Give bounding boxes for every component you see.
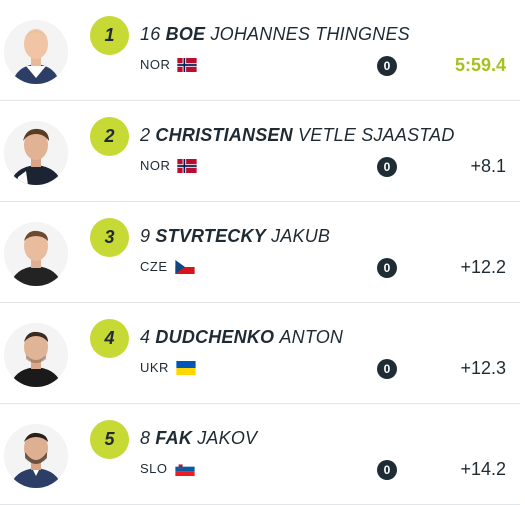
nation-code: UKR <box>140 360 169 375</box>
nation: UKR <box>140 360 197 375</box>
bib-number: 2 <box>140 125 151 145</box>
slovenia-flag-icon <box>174 461 195 476</box>
first-name: VETLE SJAASTAD <box>298 125 455 145</box>
nation-code: SLO <box>140 461 168 476</box>
last-name: CHRISTIANSEN <box>155 125 293 145</box>
bib-number: 4 <box>140 327 151 347</box>
nation-code: NOR <box>140 57 171 72</box>
last-name: STVRTECKY <box>155 226 266 246</box>
athlete-avatar <box>4 20 68 84</box>
nation: NOR <box>140 158 198 173</box>
last-name: BOE <box>165 24 206 44</box>
athlete-name[interactable]: 9 STVRTECKY JAKUB <box>140 226 330 247</box>
first-name: JAKUB <box>271 226 331 246</box>
athlete-avatar <box>4 424 68 488</box>
result-row[interactable]: 3 9 STVRTECKY JAKUB CZE 0 +12.2 <box>0 202 520 303</box>
athlete-name[interactable]: 2 CHRISTIANSEN VETLE SJAASTAD <box>140 125 455 146</box>
penalty-badge: 0 <box>377 359 397 379</box>
athlete-name[interactable]: 8 FAK JAKOV <box>140 428 257 449</box>
result-row[interactable]: 4 4 DUDCHENKO ANTON UKR 0 +12.3 <box>0 303 520 404</box>
rank-badge: 5 <box>90 420 129 459</box>
bib-number: 16 <box>140 24 161 44</box>
athlete-name[interactable]: 4 DUDCHENKO ANTON <box>140 327 343 348</box>
norway-flag-icon <box>177 57 198 72</box>
result-time: +8.1 <box>470 156 506 176</box>
first-name: JAKOV <box>197 428 258 448</box>
result-row[interactable]: 5 8 FAK JAKOV SLO 0 +14.2 <box>0 404 520 505</box>
nation: CZE <box>140 259 196 274</box>
first-name: JOHANNES THINGNES <box>210 24 410 44</box>
nation: NOR <box>140 57 198 72</box>
rank-badge: 4 <box>90 319 129 358</box>
rank-badge: 1 <box>90 16 129 55</box>
result-time: +12.3 <box>460 358 506 378</box>
bib-number: 8 <box>140 428 151 448</box>
nation: SLO <box>140 461 196 476</box>
nation-code: CZE <box>140 259 168 274</box>
bib-number: 9 <box>140 226 151 246</box>
penalty-badge: 0 <box>377 56 397 76</box>
first-name: ANTON <box>279 327 344 347</box>
norway-flag-icon <box>177 158 198 173</box>
result-time: +12.2 <box>460 257 506 277</box>
ukraine-flag-icon <box>176 360 196 375</box>
athlete-avatar <box>4 222 68 286</box>
athlete-name[interactable]: 16 BOE JOHANNES THINGNES <box>140 24 410 45</box>
last-name: DUDCHENKO <box>155 327 275 347</box>
athlete-avatar <box>4 121 68 185</box>
nation-code: NOR <box>140 158 171 173</box>
result-time: +14.2 <box>460 459 506 479</box>
last-name: FAK <box>155 428 193 448</box>
result-row[interactable]: 1 16 BOE JOHANNES THINGNES NOR 0 5:59.4 <box>0 0 520 101</box>
penalty-badge: 0 <box>377 460 397 480</box>
result-time: 5:59.4 <box>454 55 506 75</box>
penalty-badge: 0 <box>377 258 397 278</box>
rank-badge: 3 <box>90 218 129 257</box>
penalty-badge: 0 <box>377 157 397 177</box>
czech-flag-icon <box>174 259 195 274</box>
result-row[interactable]: 2 2 CHRISTIANSEN VETLE SJAASTAD NOR 0 +8… <box>0 101 520 202</box>
athlete-avatar <box>4 323 68 387</box>
rank-badge: 2 <box>90 117 129 156</box>
